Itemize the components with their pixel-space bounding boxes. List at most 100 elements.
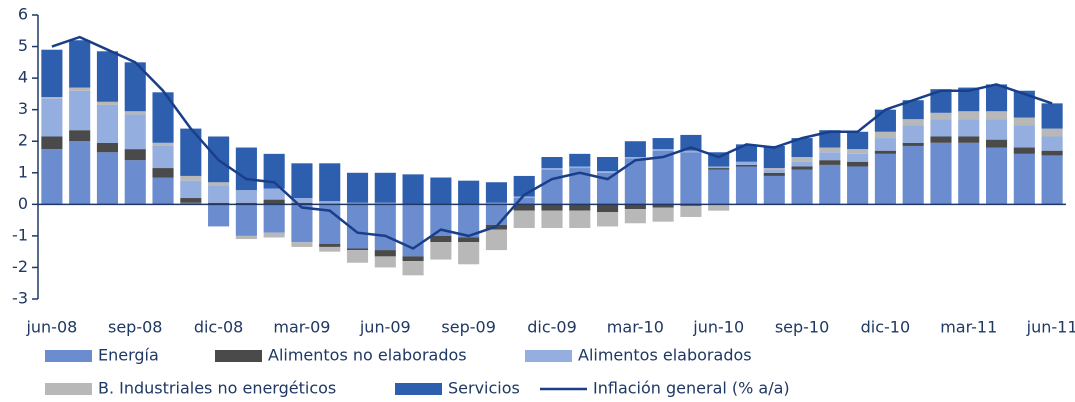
- bar-segment: [485, 182, 507, 203]
- bar-segment: [624, 209, 646, 224]
- x-tick-label: jun-10: [692, 318, 744, 337]
- y-tick-label: 5: [18, 36, 28, 55]
- bar-segment: [513, 196, 535, 199]
- bar-segment: [874, 109, 896, 132]
- bar-segment: [319, 246, 341, 252]
- bar-segment: [958, 111, 980, 120]
- bar-segment: [708, 168, 730, 170]
- bar-segment: [485, 229, 507, 251]
- bar-segment: [930, 89, 952, 113]
- bar-segment: [680, 134, 702, 151]
- legend-swatch: [395, 383, 442, 395]
- bar-segment: [1013, 125, 1035, 148]
- bar-segment: [791, 166, 813, 170]
- bar-segment: [96, 51, 119, 102]
- bar-segment: [624, 158, 646, 205]
- bar-segment: [513, 198, 535, 205]
- bar-segment: [847, 149, 869, 154]
- bar-segment: [569, 168, 591, 205]
- bar-segment: [263, 153, 285, 189]
- bar-segment: [819, 147, 841, 153]
- bar-segment: [263, 232, 285, 238]
- bar-segment: [180, 180, 202, 199]
- bar-segment: [152, 142, 174, 146]
- x-tick-label: dic-10: [861, 318, 911, 337]
- bar-segment: [235, 190, 257, 203]
- bar-segment: [1041, 103, 1063, 129]
- bar-segment: [124, 160, 146, 205]
- bar-segment: [430, 242, 452, 260]
- legend-label: Inflación general (% a/a): [593, 379, 790, 398]
- bar-segment: [41, 149, 63, 205]
- bar-segment: [930, 119, 952, 137]
- bar-segment: [847, 131, 869, 150]
- bar-segment: [41, 136, 63, 150]
- bar-segment: [930, 136, 952, 143]
- bar-segment: [96, 104, 119, 143]
- bar-segment: [680, 205, 702, 217]
- bar-segment: [708, 204, 730, 211]
- bar-segment: [291, 204, 313, 243]
- bar-segment: [69, 130, 91, 142]
- bar-segment: [624, 157, 646, 159]
- bar-segment: [96, 152, 119, 205]
- bar-segment: [152, 177, 174, 205]
- bar-segment: [735, 161, 758, 165]
- bar-segment: [291, 198, 313, 203]
- y-tick-label: 6: [18, 5, 28, 24]
- bar-segment: [735, 166, 758, 205]
- bar-segment: [291, 202, 313, 205]
- bar-segment: [374, 202, 396, 205]
- x-tick-label: dic-09: [527, 318, 577, 337]
- bar-segment: [96, 101, 119, 105]
- bar-segment: [346, 202, 369, 205]
- y-tick-label: 2: [18, 131, 28, 150]
- legend-swatch: [45, 350, 92, 362]
- bar-segment: [735, 144, 758, 162]
- bar-segment: [374, 172, 396, 203]
- bar-segment: [569, 210, 591, 228]
- bar-segment: [541, 157, 563, 169]
- bar-segment: [819, 152, 841, 161]
- bar-segment: [124, 114, 146, 150]
- bar-segment: [1013, 117, 1035, 126]
- bar-segment: [902, 119, 924, 126]
- bar-segment: [791, 138, 813, 157]
- bar-segment: [819, 160, 841, 165]
- bar-segment: [180, 175, 202, 181]
- bar-segment: [1013, 90, 1035, 118]
- bar-segment: [1041, 128, 1063, 137]
- bar-segment: [374, 256, 396, 268]
- bar-segment: [569, 153, 591, 167]
- bar-segment: [958, 87, 980, 112]
- bar-segment: [1013, 147, 1035, 154]
- bar-segment: [763, 175, 785, 205]
- y-tick-label: -3: [12, 289, 28, 308]
- y-tick-label: 3: [18, 99, 28, 118]
- bar-segment: [569, 204, 591, 211]
- bar-segment: [708, 166, 730, 169]
- legend-label: Servicios: [448, 379, 520, 398]
- bar-segment: [152, 145, 174, 169]
- bar-segment: [235, 202, 257, 205]
- bar-segment: [208, 185, 230, 203]
- bar-segment: [263, 199, 285, 205]
- bar-segment: [152, 92, 174, 143]
- bar-segment: [902, 142, 924, 146]
- bar-segment: [124, 149, 146, 161]
- bar-segment: [208, 204, 230, 227]
- bar-segment: [874, 138, 896, 151]
- y-tick-label: -2: [12, 257, 28, 276]
- bar-segment: [208, 182, 230, 186]
- bar-segment: [652, 207, 674, 222]
- bar-segment: [458, 242, 480, 265]
- bar-segment: [513, 210, 535, 228]
- bar-segment: [791, 161, 813, 167]
- bar-segment: [541, 204, 563, 211]
- legend-label: B. Industriales no energéticos: [98, 379, 336, 398]
- bar-segment: [874, 131, 896, 139]
- legend-swatch: [45, 383, 92, 395]
- x-tick-label: jun-09: [359, 318, 411, 337]
- bar-segment: [235, 235, 257, 240]
- bar-segment: [902, 145, 924, 205]
